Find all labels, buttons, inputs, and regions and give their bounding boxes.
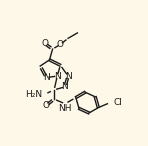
Text: NH: NH [58, 104, 72, 113]
Text: O: O [57, 40, 64, 49]
Text: H₂N: H₂N [25, 90, 42, 99]
Text: N: N [62, 82, 68, 91]
Text: O: O [43, 101, 50, 110]
Text: Cl: Cl [113, 99, 122, 107]
Text: N: N [65, 72, 71, 81]
Text: N: N [54, 72, 61, 81]
Text: O: O [41, 39, 48, 48]
Text: N: N [43, 73, 50, 82]
